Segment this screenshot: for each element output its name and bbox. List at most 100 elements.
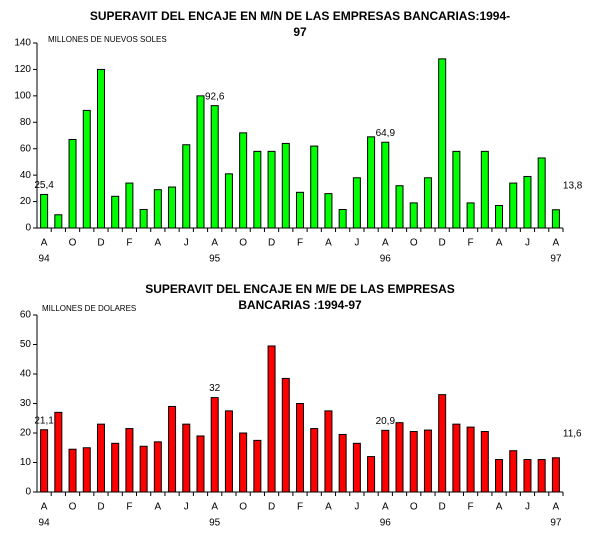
x-tick-label: A [155, 502, 162, 513]
data-label: 64,9 [376, 128, 396, 139]
bar [409, 202, 418, 229]
bar [82, 109, 91, 229]
y-tick-label: 40 [20, 369, 32, 380]
y-tick-label: 50 [20, 339, 32, 350]
x-tick-label: O [239, 502, 247, 513]
bar [495, 459, 504, 493]
bar [139, 209, 148, 229]
bar [182, 423, 191, 493]
bar [338, 209, 347, 229]
bar [452, 423, 461, 493]
x-tick-label: O [410, 238, 418, 249]
x-tick-label: J [184, 502, 189, 513]
data-label: 32 [209, 383, 221, 394]
data-label: 13,8 [563, 180, 583, 191]
x-tick-label: A [553, 238, 560, 249]
data-label: 25,4 [34, 180, 54, 191]
bar [438, 58, 447, 229]
bar [310, 428, 319, 493]
bar [153, 441, 162, 493]
x-tick-label: J [354, 502, 359, 513]
y-tick-label: 80 [20, 117, 32, 128]
x-tick-label: A [211, 238, 218, 249]
bar [196, 95, 205, 229]
bar [466, 202, 475, 229]
x-tick-label: F [126, 238, 132, 249]
bar [438, 394, 447, 493]
bar [409, 431, 418, 493]
x-tick-label: J [184, 238, 189, 249]
x-year-label: 96 [380, 254, 392, 265]
bar [96, 423, 105, 493]
x-tick-label: A [211, 502, 218, 513]
y-tick-label: 100 [14, 90, 31, 101]
chart-title: BANCARIAS :1994-97 [238, 298, 362, 312]
bar [125, 182, 134, 229]
bar [466, 426, 475, 493]
bar [68, 138, 77, 229]
bar [182, 144, 191, 229]
bar [168, 186, 177, 229]
x-tick-label: F [126, 502, 132, 513]
bar [54, 411, 63, 493]
y-tick-label: 60 [20, 310, 32, 321]
bar [82, 447, 91, 493]
bar [281, 377, 290, 493]
y-tick-label: 120 [14, 64, 31, 75]
bar [352, 442, 361, 493]
x-tick-label: O [69, 238, 77, 249]
y-tick-label: 40 [20, 170, 32, 181]
x-tick-label: J [525, 238, 530, 249]
data-label: 92,6 [205, 91, 225, 102]
bar [310, 145, 319, 229]
x-tick-label: A [41, 238, 48, 249]
bar [324, 193, 333, 229]
bar [210, 105, 219, 229]
x-tick-label: D [268, 238, 275, 249]
x-tick-label: A [553, 502, 560, 513]
bar [367, 136, 376, 229]
x-tick-label: A [496, 502, 503, 513]
bar [423, 177, 432, 229]
bar [338, 433, 347, 493]
bar [296, 403, 304, 493]
y-tick-label: 20 [20, 428, 32, 439]
bar [267, 345, 276, 493]
data-label: 20,9 [376, 416, 396, 427]
chart-title: SUPERAVIT DEL ENCAJE EN M/N DE LAS EMPRE… [90, 9, 510, 23]
bar [224, 410, 233, 493]
x-tick-label: D [439, 238, 446, 249]
x-tick-label: O [410, 502, 418, 513]
x-tick-label: A [41, 502, 48, 513]
x-tick-label: F [468, 502, 474, 513]
bar [523, 175, 532, 229]
x-tick-label: D [97, 238, 104, 249]
bar [210, 397, 219, 493]
x-year-label: 95 [209, 254, 221, 265]
y-tick-label: 0 [25, 487, 31, 498]
bar [551, 457, 560, 493]
bar [111, 442, 120, 493]
y-tick-label: 30 [20, 398, 32, 409]
x-tick-label: J [525, 502, 530, 513]
x-tick-label: F [468, 238, 474, 249]
x-tick-label: O [69, 502, 77, 513]
bar [551, 209, 560, 229]
bar [96, 68, 105, 229]
x-tick-label: A [382, 502, 389, 513]
y-tick-label: 140 [14, 38, 31, 49]
chart-title: SUPERAVIT DEL ENCAJE EN M/E DE LAS EMPRE… [145, 282, 455, 296]
x-year-label: 94 [39, 518, 51, 529]
x-tick-label: J [354, 238, 359, 249]
bar [111, 195, 120, 229]
bar [395, 185, 404, 229]
bar [239, 132, 248, 229]
x-tick-label: D [268, 502, 275, 513]
x-tick-label: A [325, 502, 332, 513]
x-tick-label: F [297, 502, 303, 513]
bar [253, 439, 262, 493]
bar [224, 173, 233, 229]
x-year-label: 94 [39, 254, 51, 265]
bar [324, 410, 333, 493]
